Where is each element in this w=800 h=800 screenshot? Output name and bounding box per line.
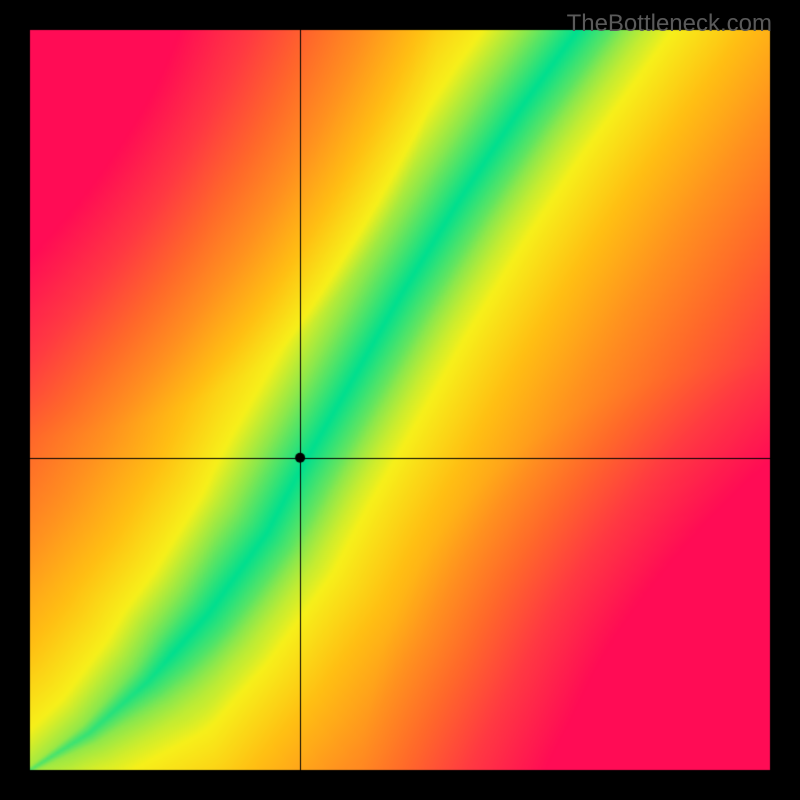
bottleneck-heatmap xyxy=(0,0,800,800)
watermark-text: TheBottleneck.com xyxy=(567,10,772,38)
